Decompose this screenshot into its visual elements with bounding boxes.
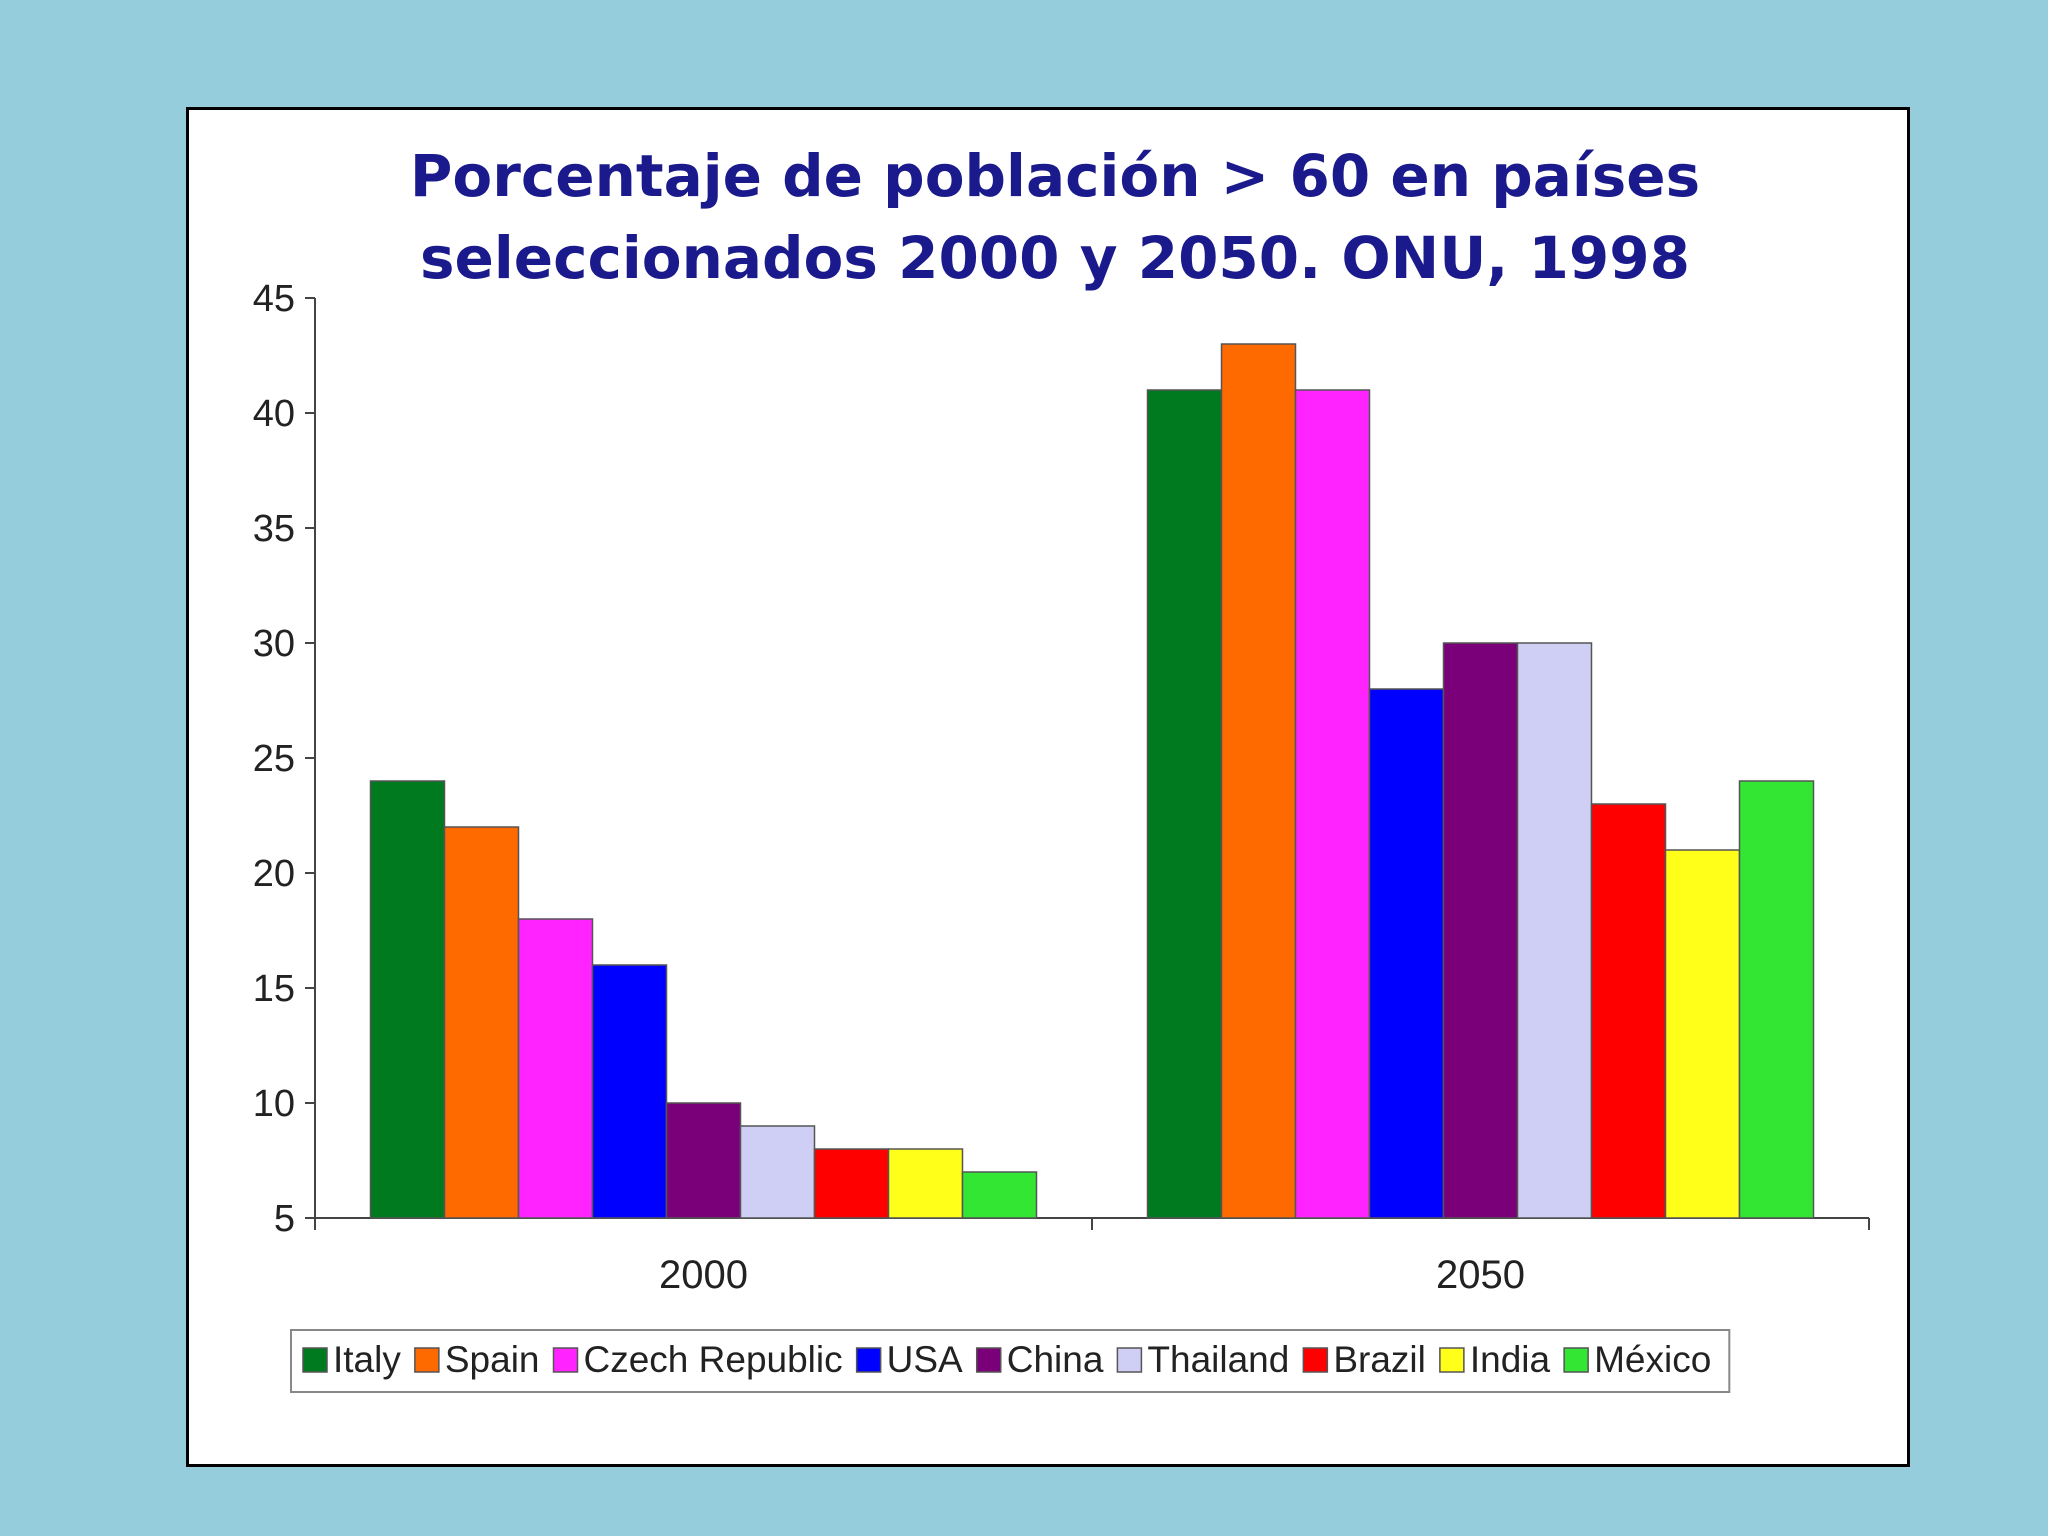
legend-swatch-thailand (1116, 1347, 1143, 1373)
bar-czech-republic-2050 (1294, 389, 1371, 1219)
legend-label-china: China (1007, 1339, 1104, 1380)
legend-swatch-brazil (1302, 1347, 1329, 1373)
bar-spain-2000 (443, 826, 520, 1219)
legend-label-india: India (1470, 1339, 1551, 1380)
bar-chart: Porcentaje de población > 60 en países s… (253, 142, 1870, 1393)
x-category-label: 2050 (1436, 1253, 1525, 1297)
legend-label-usa: USA (887, 1339, 963, 1380)
bar-thailand-2050 (1516, 642, 1593, 1219)
x-category-label: 2000 (659, 1253, 748, 1297)
legend-swatch-m-xico (1563, 1347, 1589, 1373)
y-tick-label: 40 (253, 393, 295, 435)
legend-swatch-usa (855, 1347, 882, 1373)
legend-swatch-spain (414, 1347, 440, 1373)
y-tick-label: 20 (253, 853, 295, 895)
y-tick-label: 35 (253, 508, 295, 550)
y-tick-label: 10 (253, 1083, 295, 1125)
legend-label-thailand: Thailand (1147, 1339, 1289, 1380)
bar-brazil-2050 (1590, 803, 1667, 1219)
bar-spain-2050 (1220, 343, 1297, 1219)
bar-thailand-2000 (739, 1125, 816, 1219)
y-tick-label: 45 (253, 278, 295, 320)
legend-box (290, 1329, 1731, 1393)
chart-panel: Porcentaje de población > 60 en países s… (186, 107, 1910, 1467)
bar-usa-2050 (1368, 688, 1445, 1219)
bar-m-xico-2050 (1738, 780, 1815, 1219)
bar-india-2050 (1664, 849, 1741, 1219)
bar-china-2050 (1442, 642, 1519, 1219)
legend-label-spain: Spain (445, 1339, 540, 1380)
bar-india-2000 (887, 1148, 964, 1219)
legend-label-italy: Italy (333, 1339, 401, 1380)
legend: Italy Spain Czech Republic USA China Thailand… (290, 1329, 1731, 1393)
legend-swatch-china (975, 1347, 1002, 1373)
legend-label-brazil: Brazil (1333, 1339, 1426, 1380)
bar-china-2000 (665, 1102, 742, 1219)
bar-brazil-2000 (813, 1148, 890, 1219)
legend-swatch-czech-republic (552, 1347, 579, 1373)
bar-italy-2000 (369, 780, 446, 1219)
chart-title: Porcentaje de población > 60 en países (410, 142, 1700, 210)
bar-m-xico-2000 (961, 1171, 1038, 1219)
bar-czech-republic-2000 (517, 918, 594, 1219)
bar-italy-2050 (1146, 389, 1223, 1219)
legend-swatch-india (1439, 1347, 1465, 1373)
bar-usa-2000 (591, 964, 668, 1219)
y-tick-label: 25 (253, 738, 295, 780)
plot-area: 45 40 35 30 25 20 15 10 5 2000 2050 (253, 278, 1870, 1297)
legend-label-czech-republic: Czech Republic (584, 1339, 843, 1380)
chart-subtitle: seleccionados 2000 y 2050. ONU, 1998 (420, 224, 1690, 292)
y-tick-label: 5 (274, 1198, 295, 1240)
legend-label-m-xico: México (1594, 1339, 1711, 1380)
y-tick-label: 30 (253, 623, 295, 665)
y-tick-label: 15 (253, 968, 295, 1010)
legend-swatch-italy (302, 1347, 328, 1373)
